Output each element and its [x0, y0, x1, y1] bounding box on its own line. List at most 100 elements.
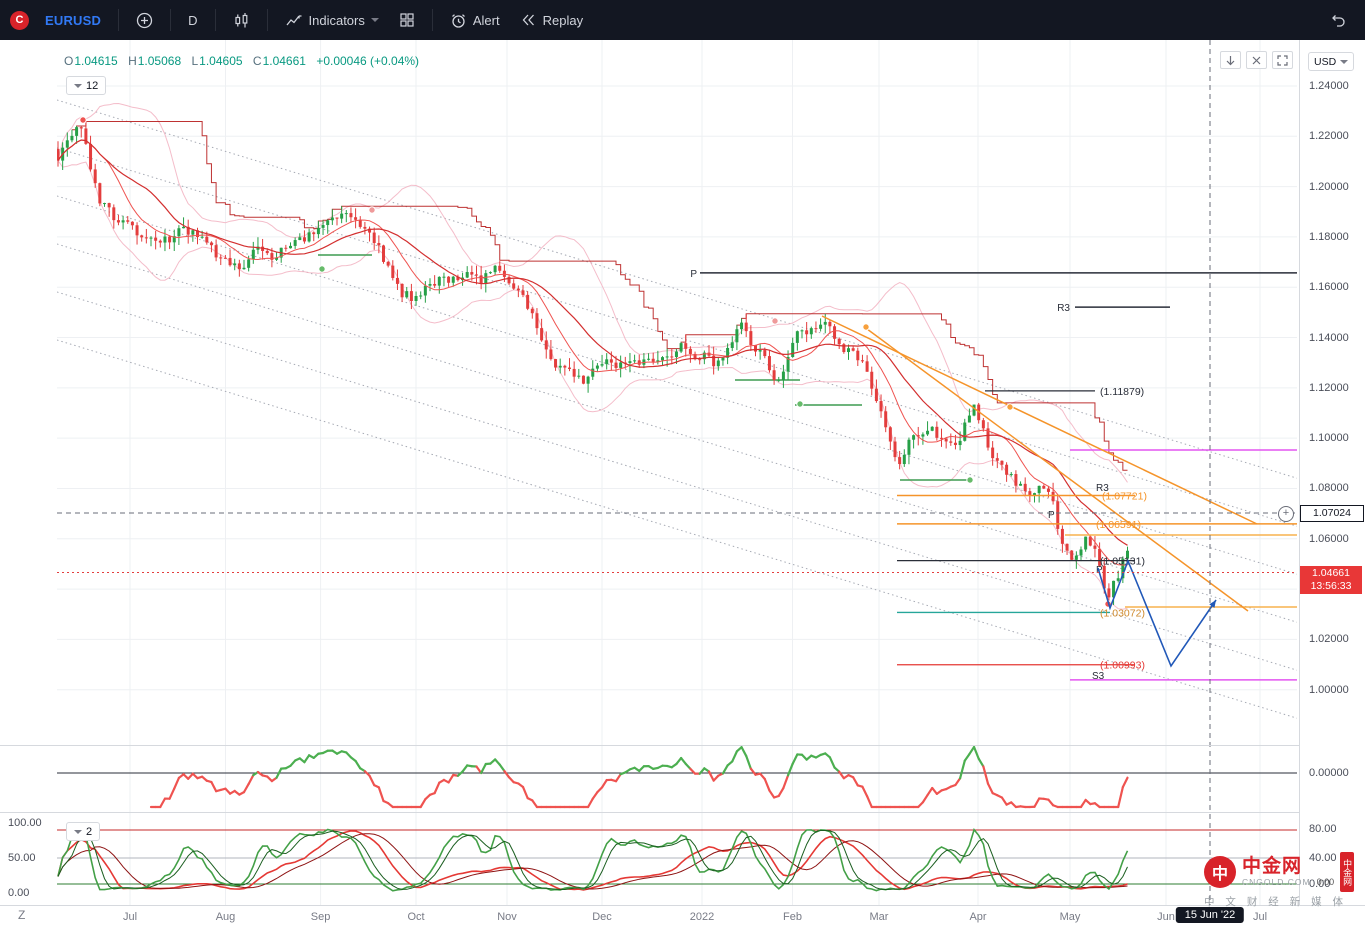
watermark-clock: 0:00	[1316, 877, 1335, 887]
indicators-button[interactable]: Indicators	[277, 7, 387, 33]
symbol-button[interactable]: EURUSD	[37, 8, 109, 33]
plus-circle-icon	[136, 12, 153, 28]
time-tick: Jun	[1157, 911, 1175, 923]
panel-axis-tick: 0.00000	[1309, 767, 1349, 779]
time-tick: Aug	[215, 911, 236, 923]
pane-maximize-button[interactable]	[1272, 51, 1293, 69]
replay-button[interactable]: Replay	[512, 7, 591, 33]
time-axis[interactable]: Jul Aug Sep Oct Nov Dec 2022 Feb Mar Apr May Jun Jul	[0, 905, 1365, 929]
toolbar-separator	[118, 9, 120, 31]
timezone-button[interactable]: Z	[18, 908, 26, 922]
grid-layer	[57, 40, 1297, 905]
time-tick: Apr	[969, 911, 987, 923]
currency-dropdown[interactable]: USD	[1308, 52, 1355, 71]
pivot-label: R3	[1096, 483, 1109, 494]
currency-label: USD	[1314, 55, 1337, 68]
time-tick: Jul	[122, 911, 138, 923]
time-tick: Feb	[783, 911, 802, 923]
time-tick: 2022	[689, 911, 715, 923]
last-price-value: 1.04661	[1312, 567, 1350, 579]
annotation-layer: (1.11879) (1.07721) (1.06591) (1.05131) (1.0…	[79, 116, 1217, 682]
pivot-label: P	[690, 269, 697, 280]
level-price-label: (1.07721)	[1102, 490, 1147, 502]
time-tick: Sep	[310, 911, 331, 923]
toolbar-right-group	[1321, 7, 1355, 33]
chevron-down-icon	[370, 18, 379, 22]
ohlc-change-value: +0.00046 (+0.04%)	[316, 54, 420, 68]
stoch-indicator-toggle[interactable]: 2	[66, 822, 101, 841]
price-tick: 1.18000	[1309, 230, 1349, 243]
maximize-icon	[1277, 54, 1288, 66]
alarm-clock-icon	[451, 13, 465, 28]
pivot-label: P	[1048, 510, 1055, 521]
ohlc-legend: O1.04615 H1.05068 L1.04605 C1.04661 +0.0…	[64, 54, 419, 68]
overlay-layer	[0, 40, 1365, 905]
pane-close-button[interactable]	[1246, 51, 1267, 69]
price-tick: 1.12000	[1309, 381, 1349, 394]
site-logo[interactable]: C	[10, 10, 29, 30]
ohlc-low-key: L	[191, 54, 199, 68]
candles	[57, 121, 1129, 605]
ohlc-close-key: C	[252, 54, 262, 68]
pivot-label: S3	[1092, 671, 1105, 682]
cngold-seal: 中金网	[1340, 852, 1355, 892]
pane-move-down-button[interactable]	[1220, 51, 1241, 69]
price-axis[interactable]: 1.24000 1.22000 1.20000 1.18000 1.16000 1.140…	[1299, 40, 1365, 905]
crosshair-date-label: 15 Jun '22	[1175, 907, 1245, 923]
chevron-down-icon	[74, 829, 82, 834]
close-icon	[1252, 56, 1261, 64]
watermark-brand: 中金网	[1242, 856, 1303, 877]
time-tick: May	[1059, 911, 1081, 923]
chart-type-button[interactable]	[225, 7, 258, 34]
watermark: 中 中金网 CNGOLD.COM 0:00 中金网 中 文 财 经 新 媒 体	[1204, 852, 1355, 909]
toolbar-separator	[431, 9, 433, 31]
grid-layout-icon	[400, 13, 414, 27]
arrow-down-icon	[1226, 55, 1235, 65]
panel-left-tick: 0.00	[8, 887, 30, 899]
toolbar-separator	[266, 9, 268, 31]
pivot-label: R3	[1057, 303, 1070, 314]
layout-grid-button[interactable]	[391, 7, 423, 33]
price-tick: 1.24000	[1309, 80, 1349, 92]
level-price-label: (1.00993)	[1100, 660, 1145, 672]
candles-icon	[234, 12, 247, 27]
time-tick: Mar	[869, 911, 889, 923]
watermark-tagline: 中 文 财 经 新 媒 体	[1204, 896, 1348, 908]
level-price-label: (1.11879)	[1100, 386, 1144, 398]
time-tick: Nov	[497, 911, 517, 923]
replay-label: Replay	[542, 12, 584, 28]
indicators-icon	[285, 15, 301, 26]
undo-button[interactable]	[1321, 7, 1355, 33]
level-price-label: (1.06591)	[1096, 519, 1141, 531]
time-tick: Jul	[1252, 911, 1268, 923]
indicator-count: 12	[86, 79, 99, 92]
price-tick: 1.16000	[1309, 281, 1349, 294]
compare-button[interactable]	[128, 7, 161, 34]
toolbar-left-group: C EURUSD D Indicators	[10, 7, 591, 34]
panel-axis-tick: 40.00	[1309, 852, 1337, 864]
chevron-down-icon	[74, 83, 82, 88]
timeframe-button[interactable]: D	[180, 8, 205, 33]
time-tick: Dec	[592, 911, 612, 923]
ohlc-low-value: 1.04605	[199, 54, 243, 68]
price-tick: 1.22000	[1309, 130, 1349, 143]
indicator-count-toggle[interactable]: 12	[66, 76, 107, 95]
time-tick: Oct	[407, 911, 425, 923]
pane-controls	[1220, 51, 1293, 69]
top-toolbar: C EURUSD D Indicators	[0, 0, 1365, 40]
panel-axis-tick: 0.00	[1309, 878, 1331, 890]
panel-left-tick: 50.00	[8, 852, 36, 864]
toolbar-separator	[214, 9, 216, 31]
replay-icon	[522, 14, 534, 26]
price-tick: 1.20000	[1309, 180, 1349, 193]
main-pane-layer	[57, 99, 1297, 719]
crosshair-price-label: 1.07024	[1300, 505, 1364, 522]
ohlc-open-key: O	[64, 54, 74, 68]
bar-countdown: 13:56:33	[1310, 580, 1352, 592]
add-alert-plus-button[interactable]	[1278, 506, 1294, 522]
undo-arrow-icon	[1332, 15, 1345, 27]
watermark-domain: CNGOLD.COM	[1242, 877, 1311, 887]
alert-button[interactable]: Alert	[442, 7, 508, 34]
panel-left-tick: 100.00	[8, 817, 42, 829]
